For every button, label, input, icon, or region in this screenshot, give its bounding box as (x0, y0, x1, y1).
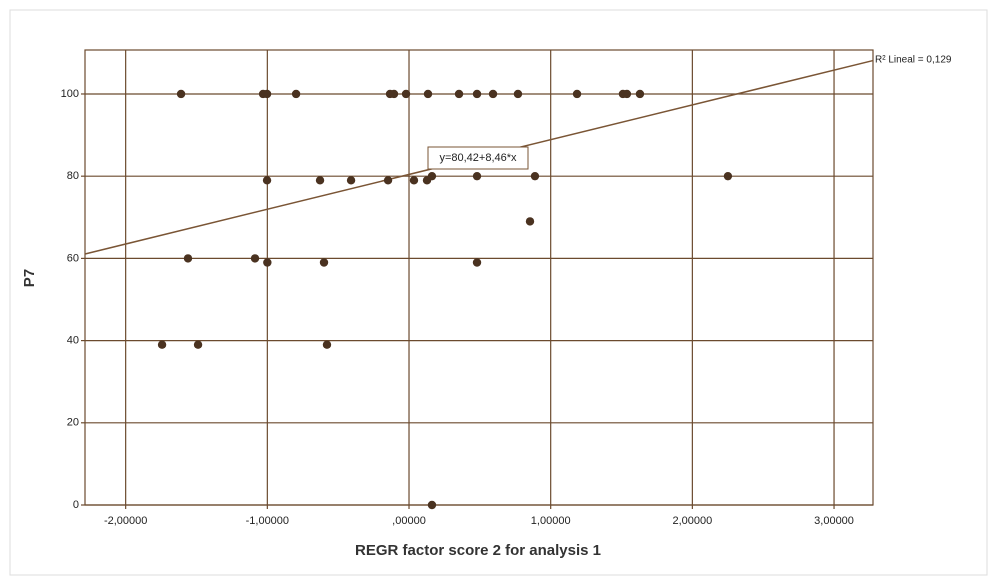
x-tick-label: 2,00000 (672, 515, 712, 527)
point (472, 171, 482, 181)
point (319, 258, 329, 267)
point (263, 258, 272, 267)
point (401, 89, 411, 99)
x-tick-label: -2,00000 (104, 515, 147, 527)
y-tick-label: 20 (67, 417, 79, 429)
point (427, 171, 437, 181)
point (409, 176, 419, 185)
point (315, 176, 325, 185)
point (322, 340, 332, 349)
y-tick-label: 100 (61, 88, 79, 100)
point (157, 340, 167, 349)
point (193, 340, 203, 349)
equation: y=80,42+8,46*x (439, 152, 517, 164)
point (262, 89, 272, 99)
point (525, 217, 535, 226)
point (472, 89, 482, 99)
x-axis-title: REGR factor score 2 for analysis 1 (355, 542, 601, 559)
y-axis-title: P7 (21, 269, 38, 287)
point (250, 254, 260, 263)
x-tick-label: ,00000 (392, 515, 426, 527)
point (622, 89, 632, 99)
point (176, 89, 186, 99)
equation-box (427, 146, 529, 170)
point (572, 89, 582, 99)
y-tick-label: 40 (67, 334, 79, 346)
r2-label: R² Lineal = 0,129 (875, 55, 952, 66)
x-tick-label: -1,00000 (246, 515, 289, 527)
point (454, 89, 464, 99)
point (635, 89, 645, 99)
frame (9, 9, 988, 576)
point (488, 89, 498, 99)
y-tick-label: 80 (67, 170, 79, 182)
point (530, 171, 540, 181)
x-tick-label: 1,00000 (531, 515, 571, 527)
point (472, 258, 482, 267)
point (423, 89, 433, 99)
point (183, 254, 193, 263)
point (346, 176, 356, 185)
y-tick-label: 0 (73, 499, 79, 511)
y-tick-label: 60 (67, 252, 79, 264)
point (383, 176, 393, 185)
point (389, 89, 399, 99)
point (513, 89, 523, 99)
point (723, 171, 733, 181)
point (291, 89, 301, 99)
point (427, 500, 437, 510)
x-tick-label: 3,00000 (814, 515, 854, 527)
point (262, 176, 272, 185)
